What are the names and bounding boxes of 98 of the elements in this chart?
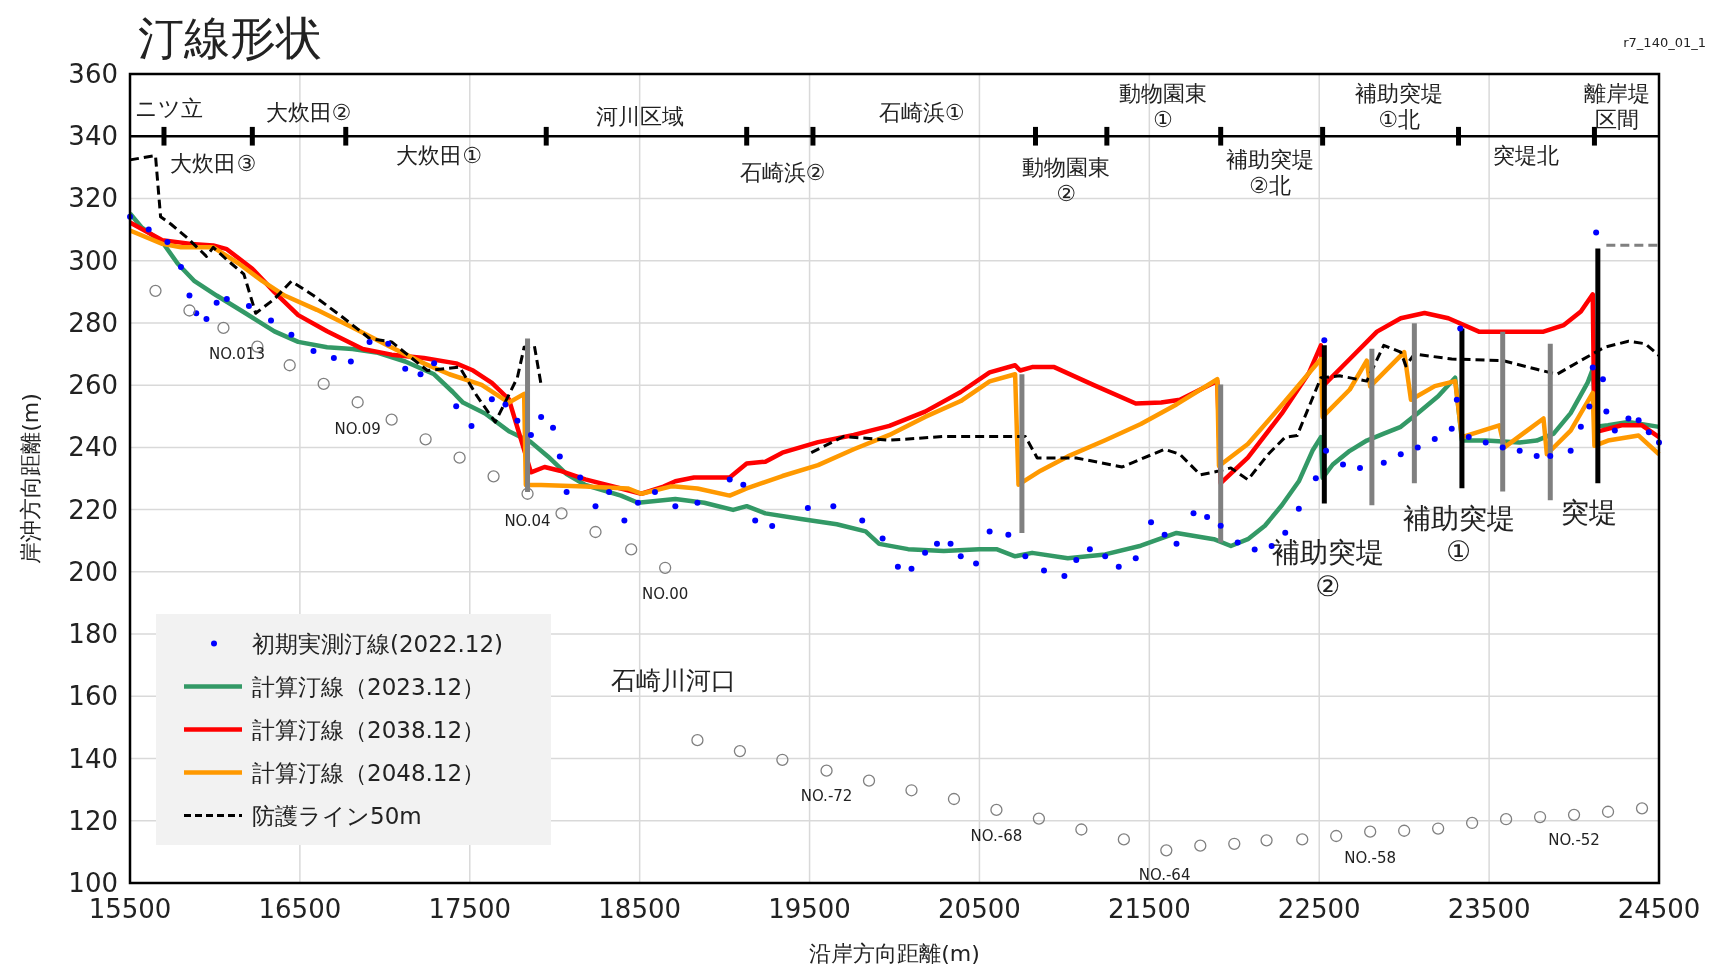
annotation: NO.-64 [1138, 866, 1191, 885]
point [1032, 812, 1046, 825]
point [183, 304, 196, 317]
annotation: NO.09 [334, 419, 381, 438]
y-tick-label: 140 [68, 743, 118, 774]
x-tick-label: 19500 [768, 894, 851, 924]
annotation: 補助突堤② [1271, 535, 1384, 603]
point [487, 470, 500, 483]
annotation: 大炊田① [396, 143, 483, 169]
chart-title: 汀線形状 [138, 11, 322, 65]
annotation: NO.04 [504, 512, 551, 531]
annotation: NO.-68 [970, 827, 1023, 846]
x-tick-label: 17500 [428, 894, 512, 924]
annotation: NO.-72 [800, 786, 853, 805]
annotation: 突堤 [1561, 496, 1618, 530]
legend-label: 計算汀線（2048.12） [252, 759, 486, 786]
point [905, 784, 918, 797]
legend-label: 計算汀線（2023.12） [252, 673, 486, 700]
point [1364, 825, 1377, 838]
point [733, 744, 747, 758]
point [1601, 805, 1615, 818]
point [1228, 837, 1241, 850]
point [990, 803, 1003, 817]
point [1075, 823, 1088, 836]
y-tick-label: 260 [68, 370, 118, 401]
legend-label: 防護ライン50m [252, 802, 422, 829]
annotation: 河川区域 [595, 104, 684, 130]
point [521, 487, 534, 500]
annotation: ニツ立 [135, 96, 204, 122]
point [1499, 813, 1513, 826]
y-tick-label: 360 [68, 59, 118, 89]
x-tick-label: 16500 [258, 894, 342, 924]
point [1465, 816, 1479, 830]
point [1296, 833, 1309, 846]
point [1533, 810, 1547, 824]
x-tick-label: 23500 [1447, 894, 1531, 924]
point [351, 396, 364, 409]
point [862, 774, 876, 787]
annotation: NO.013 [209, 345, 265, 364]
annotation: NO.00 [642, 584, 689, 603]
y-tick-label: 160 [68, 681, 118, 712]
annotation: 大炊田③ [170, 150, 257, 176]
point [691, 734, 704, 747]
point [453, 451, 466, 464]
y-axis-title: 岸沖方向距離(m) [17, 393, 43, 564]
annotation: NO.-58 [1344, 849, 1397, 868]
y-tick-label: 300 [68, 245, 118, 276]
point [1431, 822, 1445, 835]
point [1260, 834, 1273, 847]
annotation: 離岸堤区間 [1583, 80, 1650, 132]
annotation: 動物園東② [1022, 154, 1111, 206]
point [385, 413, 398, 426]
point [1330, 829, 1343, 843]
point [1635, 802, 1649, 815]
x-tick-label: 21500 [1107, 894, 1191, 924]
annotation: 大炊田② [265, 99, 352, 125]
point [149, 284, 162, 298]
point [589, 525, 602, 539]
x-axis-title: 沿岸方向距離(m) [809, 940, 980, 965]
x-tick-label: 22500 [1277, 894, 1361, 924]
annotation: 動物園東① [1118, 80, 1207, 132]
annotation: 石崎川河口 [611, 666, 737, 696]
legend-label: 計算汀線（2038.12） [252, 716, 486, 743]
point [1194, 839, 1207, 852]
y-tick-label: 220 [68, 494, 118, 525]
point [317, 377, 330, 391]
y-tick-label: 340 [68, 121, 118, 152]
point [283, 359, 296, 372]
point [776, 753, 789, 766]
point [419, 433, 432, 446]
annotation: 補助突堤① [1402, 501, 1515, 568]
point [555, 507, 568, 520]
point [659, 561, 672, 574]
annotation: 補助突堤①北 [1355, 80, 1444, 132]
x-tick-label: 18500 [598, 894, 682, 924]
annotation: 補助突堤②北 [1225, 146, 1314, 198]
point [820, 764, 833, 777]
annotation: 石崎浜② [739, 159, 826, 185]
point [625, 543, 638, 556]
point [947, 792, 961, 806]
text: r7_140_01_1 [1623, 34, 1706, 50]
y-tick-label: 280 [68, 307, 118, 338]
y-tick-label: 320 [68, 183, 118, 214]
y-tick-label: 180 [68, 619, 118, 650]
y-tick-label: 200 [68, 556, 118, 587]
point [217, 321, 230, 335]
x-tick-label: 20500 [938, 894, 1021, 924]
legend-label: 初期実測汀線(2022.12) [252, 630, 504, 657]
x-tick-label: 24500 [1617, 894, 1701, 924]
point [1117, 833, 1130, 846]
y-tick-label: 240 [68, 432, 118, 463]
point [1567, 808, 1581, 822]
point [1398, 824, 1411, 837]
annotation: 突堤北 [1493, 143, 1560, 169]
annotation: NO.-52 [1548, 831, 1600, 850]
annotation: 石崎浜① [878, 99, 965, 125]
point [1160, 844, 1173, 857]
y-tick-label: 120 [68, 805, 118, 836]
